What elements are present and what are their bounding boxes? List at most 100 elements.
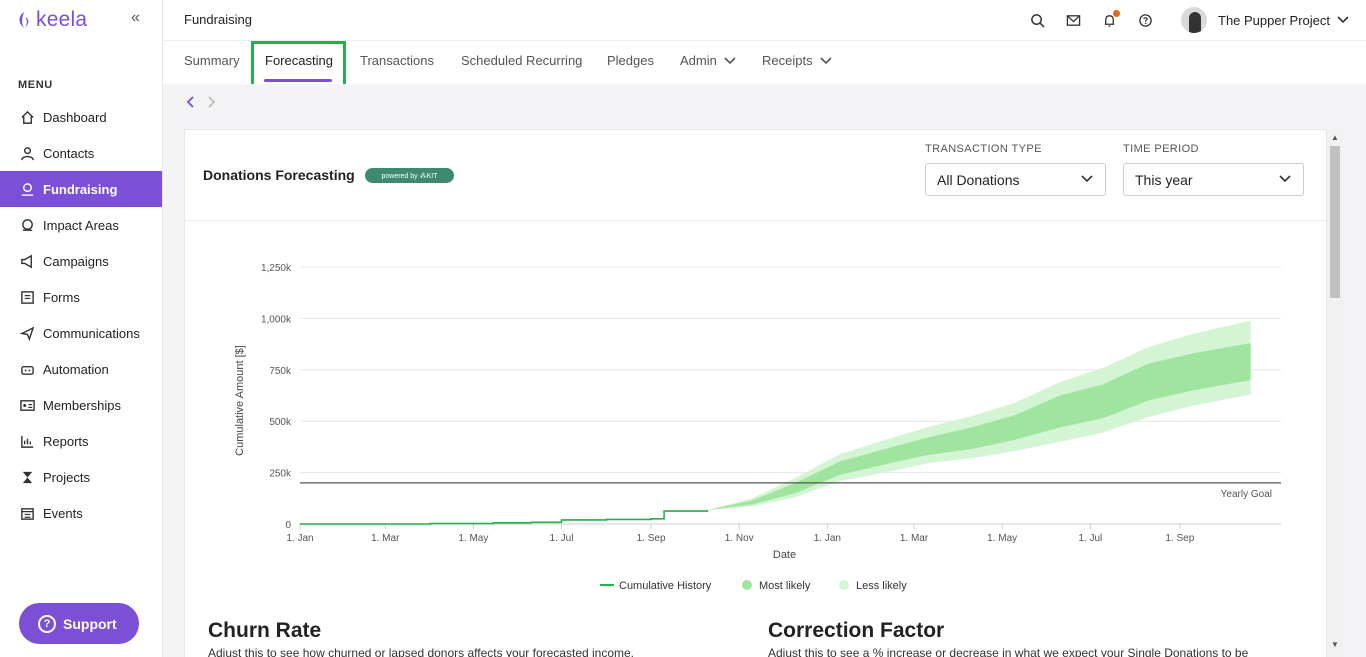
top-icons xyxy=(1030,10,1174,29)
cumulative-history-line xyxy=(300,510,709,525)
tab-label: Transactions xyxy=(360,53,434,68)
mail-icon[interactable] xyxy=(1066,11,1102,29)
x-tick-label: 1. May xyxy=(458,533,488,544)
sidebar-item-projects[interactable]: Projects xyxy=(0,459,162,495)
sidebar-item-label: Projects xyxy=(43,469,90,485)
less-likely-band xyxy=(707,320,1251,511)
correction-factor-text: Adjust this to see a % increase or decre… xyxy=(768,646,1249,657)
sidebar-nav: Dashboard Contacts Fundraising Impact Ar… xyxy=(0,99,162,531)
tab-label: Summary xyxy=(184,53,240,68)
tab-transactions[interactable]: Transactions xyxy=(360,53,434,68)
tab-label: Receipts xyxy=(762,53,813,68)
sidebar-item-campaigns[interactable]: Campaigns xyxy=(0,243,162,279)
scrollbar[interactable]: ▲ ▼ xyxy=(1327,129,1343,657)
legend-less-likely-label: Less likely xyxy=(856,580,907,592)
sidebar-item-label: Forms xyxy=(43,289,80,305)
legend-most-likely-swatch xyxy=(742,580,752,590)
sidebar-item-fundraising[interactable]: Fundraising xyxy=(0,171,162,207)
chevron-down-icon xyxy=(1279,175,1291,183)
legend-most-likely-label: Most likely xyxy=(759,580,811,592)
y-tick-label: 750k xyxy=(269,366,292,377)
sidebar-item-label: Impact Areas xyxy=(43,217,119,233)
card-header: Donations Forecasting powered by ⁂KIT TR… xyxy=(185,130,1326,221)
sidebar-item-label: Contacts xyxy=(43,145,95,161)
robot-icon xyxy=(19,361,35,377)
x-tick-label: 1. Sep xyxy=(637,533,666,544)
transaction-type-value: All Donations xyxy=(937,171,1020,188)
x-tick-label: 1. Jul xyxy=(1078,533,1102,544)
x-tick-label: 1. May xyxy=(987,533,1017,544)
x-tick-label: 1. Nov xyxy=(725,533,754,544)
tab-summary[interactable]: Summary xyxy=(184,53,240,68)
correction-factor-title: Correction Factor xyxy=(768,619,945,642)
y-tick-label: 250k xyxy=(269,469,292,480)
tab-receipts[interactable]: Receipts xyxy=(762,53,832,68)
sidebar-item-automation[interactable]: Automation xyxy=(0,351,162,387)
y-tick-label: 500k xyxy=(269,417,292,428)
sidebar-item-label: Memberships xyxy=(43,397,122,413)
chevron-right-icon[interactable] xyxy=(206,95,216,109)
tab-admin[interactable]: Admin xyxy=(680,53,736,68)
support-label: Support xyxy=(63,615,117,632)
help-icon[interactable] xyxy=(1138,11,1174,29)
legend-history-label: Cumulative History xyxy=(619,580,712,592)
bar-chart-icon xyxy=(19,433,35,449)
sidebar-item-contacts[interactable]: Contacts xyxy=(0,135,162,171)
tab-label: Pledges xyxy=(607,53,654,68)
y-axis-title: Cumulative Amount [$] xyxy=(234,345,246,456)
page-title: Fundraising xyxy=(184,12,252,27)
keela-logo[interactable]: keela xyxy=(16,8,87,32)
time-period-value: This year xyxy=(1135,171,1193,188)
x-tick-label: 1. Mar xyxy=(900,533,929,544)
sidebar-item-label: Events xyxy=(43,505,83,521)
x-axis-title: Date xyxy=(773,549,796,561)
time-period-select[interactable]: This year xyxy=(1123,163,1304,196)
send-icon xyxy=(19,325,35,341)
collapse-sidebar-button[interactable]: « xyxy=(131,9,140,26)
yearly-goal-label: Yearly Goal xyxy=(1221,489,1272,500)
tab-label: Admin xyxy=(680,53,717,68)
sidebar-item-label: Fundraising xyxy=(43,181,118,197)
chevron-left-icon[interactable] xyxy=(186,95,196,109)
id-card-icon xyxy=(19,397,35,413)
support-button[interactable]: ? Support xyxy=(19,603,139,644)
bell-icon[interactable] xyxy=(1102,10,1138,29)
tab-forecasting[interactable]: Forecasting xyxy=(265,53,333,68)
org-switcher[interactable]: The Pupper Project xyxy=(1181,7,1349,33)
globe-hand-icon xyxy=(19,217,35,233)
help-circle-icon: ? xyxy=(38,614,56,633)
sidebar-item-events[interactable]: Events xyxy=(0,495,162,531)
megaphone-icon xyxy=(19,253,35,269)
tab-label: Scheduled Recurring xyxy=(461,53,583,68)
x-tick-label: 1. Sep xyxy=(1165,533,1194,544)
scroll-thumb[interactable] xyxy=(1330,146,1340,298)
y-tick-label: 1,000k xyxy=(261,314,292,325)
transaction-type-label: TRANSACTION TYPE xyxy=(925,143,1042,155)
search-icon[interactable] xyxy=(1030,11,1066,29)
x-tick-label: 1. Mar xyxy=(371,533,400,544)
donation-icon xyxy=(19,181,35,197)
chevron-down-icon xyxy=(1337,16,1349,24)
sidebar-item-reports[interactable]: Reports xyxy=(0,423,162,459)
x-tick-label: 1. Jan xyxy=(286,533,313,544)
tab-pledges[interactable]: Pledges xyxy=(607,53,654,68)
scroll-up-arrow[interactable]: ▲ xyxy=(1331,133,1339,142)
scroll-down-arrow[interactable]: ▼ xyxy=(1331,640,1339,649)
tab-label: Forecasting xyxy=(265,53,333,68)
sidebar-item-memberships[interactable]: Memberships xyxy=(0,387,162,423)
sidebar-item-impact-areas[interactable]: Impact Areas xyxy=(0,207,162,243)
notification-dot xyxy=(1113,10,1120,17)
chevron-down-icon xyxy=(820,56,832,64)
tab-scheduled-recurring[interactable]: Scheduled Recurring xyxy=(461,53,582,68)
sidebar-item-label: Reports xyxy=(43,433,89,449)
y-tick-label: 1,250k xyxy=(261,263,292,274)
time-period-label: TIME PERIOD xyxy=(1123,143,1199,155)
sidebar-item-dashboard[interactable]: Dashboard xyxy=(0,99,162,135)
powered-by-kit-badge: powered by ⁂KIT xyxy=(365,168,454,183)
transaction-type-select[interactable]: All Donations xyxy=(925,163,1106,196)
sidebar-item-communications[interactable]: Communications xyxy=(0,315,162,351)
legend-less-likely-swatch xyxy=(839,580,849,590)
most-likely-band xyxy=(707,343,1251,511)
chevron-down-icon xyxy=(724,56,736,64)
sidebar-item-forms[interactable]: Forms xyxy=(0,279,162,315)
